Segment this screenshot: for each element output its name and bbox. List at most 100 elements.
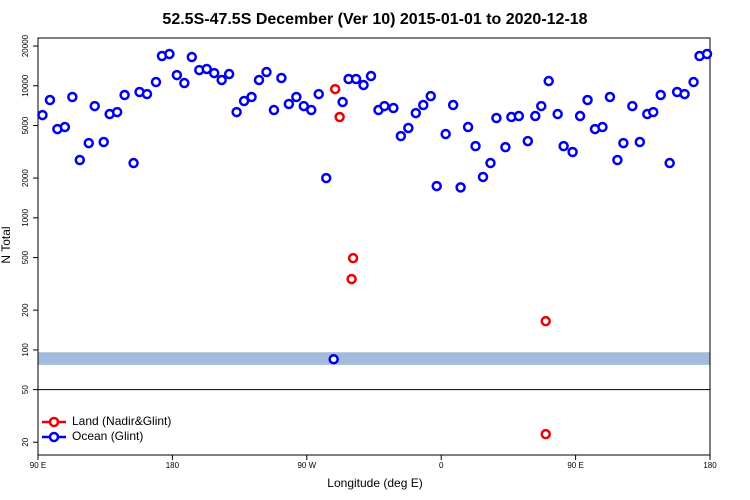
data-point	[395, 130, 407, 142]
data-point	[179, 77, 190, 89]
data-point	[403, 122, 414, 134]
data-point	[328, 353, 339, 365]
legend-marker	[48, 431, 60, 443]
data-point	[379, 100, 390, 112]
y-axis-label: N Total	[0, 226, 13, 263]
data-point	[141, 88, 153, 100]
data-point	[150, 76, 162, 88]
data-point	[634, 136, 646, 148]
data-point	[276, 72, 287, 84]
data-point	[119, 89, 130, 101]
data-point	[334, 111, 345, 123]
data-point	[688, 76, 699, 88]
y-tick-label: 500	[21, 250, 30, 264]
x-tick-label: 90 E	[30, 461, 46, 470]
data-point	[238, 95, 250, 107]
legend-marker	[48, 416, 60, 428]
y-tick-label: 1000	[21, 208, 30, 226]
data-point	[425, 90, 436, 102]
data-point	[455, 182, 466, 193]
data-point	[477, 171, 489, 183]
data-point	[618, 137, 629, 149]
data-point	[320, 172, 332, 184]
data-point	[410, 107, 422, 119]
data-point	[223, 68, 235, 80]
data-point	[500, 141, 511, 153]
data-point	[388, 102, 399, 114]
data-point	[664, 157, 675, 169]
legend-label: Land (Nadir&Glint)	[72, 414, 171, 428]
data-point	[485, 157, 496, 169]
data-point	[216, 74, 227, 86]
data-point	[543, 75, 554, 87]
y-tick-label: 20000	[21, 34, 30, 57]
data-point	[268, 104, 280, 116]
x-tick-label: 90 W	[297, 461, 316, 470]
data-point	[679, 88, 690, 100]
data-point	[582, 94, 593, 106]
data-point	[701, 48, 713, 60]
data-point	[261, 66, 272, 78]
x-tick-label: 0	[439, 461, 444, 470]
data-point	[470, 140, 481, 152]
data-point	[491, 112, 502, 124]
y-tick-label: 100	[21, 343, 30, 357]
data-point	[627, 100, 638, 112]
data-point	[283, 98, 295, 110]
data-point	[253, 74, 265, 86]
data-point	[513, 110, 525, 122]
data-point	[462, 121, 474, 133]
data-point	[67, 91, 78, 103]
data-point	[201, 63, 212, 75]
data-point	[83, 137, 95, 149]
data-point	[306, 104, 317, 116]
chart-title: 52.5S-47.5S December (Ver 10) 2015-01-01…	[162, 11, 587, 28]
data-point	[44, 94, 56, 106]
y-tick-label: 20	[21, 437, 30, 446]
plot-frame	[37, 37, 711, 456]
data-point	[440, 128, 451, 140]
data-point	[540, 315, 551, 327]
data-point	[291, 91, 302, 103]
data-point	[208, 67, 220, 79]
data-point	[358, 79, 369, 91]
data-point	[231, 106, 242, 118]
data-point	[655, 89, 666, 101]
data-point	[329, 83, 341, 95]
data-point	[98, 136, 109, 148]
data-point	[648, 106, 659, 118]
data-point	[447, 99, 459, 111]
shaded-band	[38, 352, 710, 365]
data-point	[346, 273, 357, 285]
legend-label: Ocean (Glint)	[72, 429, 143, 443]
data-point	[522, 135, 534, 147]
y-tick-label: 50	[21, 385, 30, 394]
data-point	[604, 91, 616, 103]
data-point	[164, 48, 175, 60]
x-tick-label: 90 E	[567, 461, 583, 470]
data-point	[536, 100, 547, 112]
data-point	[186, 51, 198, 63]
x-tick-label: 180	[703, 461, 717, 470]
y-tick-label: 5000	[21, 116, 30, 134]
x-tick-label: 180	[166, 461, 180, 470]
y-tick-label: 200	[21, 303, 30, 317]
data-point	[530, 110, 541, 122]
data-point	[540, 428, 551, 440]
data-point	[171, 69, 183, 81]
data-point	[431, 180, 442, 192]
data-point	[418, 99, 429, 111]
data-point	[612, 154, 623, 166]
data-point	[128, 157, 139, 169]
x-axis-label: Longitude (deg E)	[327, 476, 422, 490]
y-tick-label: 10000	[21, 74, 30, 97]
data-point	[552, 108, 563, 120]
data-point	[365, 70, 377, 82]
data-point	[347, 252, 359, 264]
data-point	[567, 146, 578, 158]
y-tick-label: 2000	[21, 169, 30, 187]
data-point	[558, 140, 569, 152]
data-point	[298, 100, 310, 112]
data-point	[350, 73, 362, 85]
